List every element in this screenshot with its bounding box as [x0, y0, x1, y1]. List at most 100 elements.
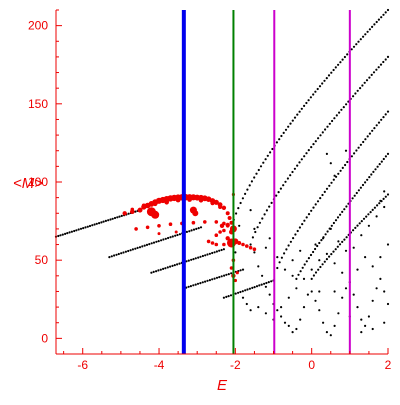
- data-point: [310, 209, 313, 212]
- data-point: [329, 227, 332, 230]
- data-point: [249, 309, 252, 312]
- data-point: [316, 87, 319, 91]
- data-point: [376, 165, 379, 168]
- data-point: [355, 149, 358, 152]
- data-point: [257, 265, 260, 268]
- data-point: [332, 68, 335, 72]
- data-point: [296, 164, 299, 167]
- data-point: [386, 55, 390, 59]
- data-point: [379, 199, 382, 202]
- data-point: [325, 252, 328, 255]
- data-point: [303, 219, 306, 222]
- data-point: [138, 246, 142, 249]
- data-point: [211, 251, 214, 255]
- data-point: [171, 264, 174, 267]
- data-point: [280, 134, 283, 138]
- data-point: [337, 312, 340, 315]
- data-point: [145, 243, 149, 246]
- data-point: [285, 248, 288, 251]
- data-point: [352, 293, 355, 296]
- highlight-point: [134, 227, 138, 231]
- data-point: [241, 197, 244, 200]
- data-point: [305, 152, 308, 155]
- data-point: [328, 122, 331, 125]
- data-point: [188, 230, 191, 233]
- data-point: [307, 257, 310, 260]
- data-point: [386, 302, 390, 306]
- data-point: [343, 238, 346, 241]
- data-point: [361, 183, 365, 187]
- data-point: [371, 265, 374, 268]
- data-point: [330, 224, 333, 227]
- data-point: [164, 267, 167, 270]
- data-point: [373, 127, 376, 130]
- data-point: [263, 282, 266, 285]
- data-point: [292, 237, 295, 240]
- data-point: [314, 243, 317, 246]
- data-point: [328, 184, 331, 187]
- data-point: [199, 282, 202, 285]
- data-point: [330, 71, 333, 74]
- data-point: [384, 58, 387, 61]
- data-point: [246, 188, 249, 191]
- data-point: [330, 181, 333, 184]
- data-point: [116, 216, 119, 219]
- data-point: [310, 277, 313, 280]
- x-tick-label: -4: [154, 358, 165, 372]
- data-point: [239, 201, 242, 205]
- data-point: [263, 213, 266, 216]
- data-point: [341, 296, 344, 299]
- data-point: [341, 58, 344, 61]
- data-point: [356, 89, 359, 92]
- data-point: [380, 160, 383, 163]
- data-point: [370, 73, 373, 76]
- data-point: [305, 101, 308, 105]
- data-point: [59, 234, 62, 237]
- data-point: [270, 280, 273, 283]
- data-point: [339, 169, 342, 172]
- data-point: [215, 276, 219, 279]
- data-point: [248, 184, 251, 187]
- data-point: [362, 217, 366, 220]
- highlight-point: [206, 239, 211, 244]
- data-point: [378, 163, 381, 166]
- data-point: [120, 214, 123, 217]
- data-point: [314, 271, 318, 274]
- highlight-point: [130, 207, 135, 212]
- data-point: [253, 227, 256, 230]
- data-point: [364, 256, 367, 259]
- data-point: [218, 249, 221, 252]
- data-point: [298, 110, 301, 113]
- data-point: [287, 296, 290, 299]
- data-point: [360, 234, 363, 237]
- data-point: [199, 226, 203, 229]
- data-point: [278, 138, 281, 141]
- x-axis-label: E: [217, 377, 228, 394]
- data-point: [68, 231, 71, 234]
- data-point: [386, 8, 390, 12]
- data-point: [368, 132, 371, 135]
- data-point: [155, 240, 158, 243]
- data-point: [124, 250, 127, 253]
- data-point: [370, 173, 373, 176]
- data-point: [326, 125, 329, 128]
- data-point: [206, 253, 209, 256]
- highlight-point: [245, 244, 249, 248]
- data-point: [341, 166, 344, 169]
- data-point: [222, 248, 225, 251]
- data-point: [241, 290, 244, 293]
- data-point: [366, 30, 369, 33]
- data-point: [251, 286, 254, 289]
- data-point: [265, 281, 268, 285]
- data-point: [192, 258, 195, 261]
- data-point: [255, 172, 258, 175]
- data-point: [223, 274, 226, 277]
- data-point: [322, 321, 325, 324]
- highlight-point: [225, 211, 230, 216]
- highlight-point: [241, 242, 245, 247]
- data-point: [91, 224, 94, 227]
- data-point: [371, 299, 374, 302]
- data-point: [73, 229, 76, 233]
- data-point: [276, 256, 279, 259]
- data-point: [354, 226, 357, 229]
